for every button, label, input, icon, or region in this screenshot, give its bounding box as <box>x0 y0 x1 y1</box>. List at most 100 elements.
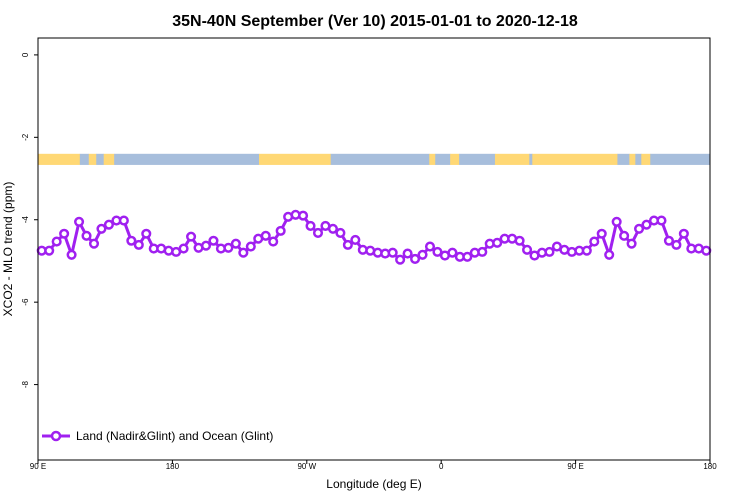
data-point <box>626 238 637 249</box>
y-axis-label: XCO2 - MLO trend (ppm) <box>1 182 15 317</box>
data-point <box>641 219 652 230</box>
band-segment-land <box>103 153 115 165</box>
x-tick-label: 180 <box>703 462 717 471</box>
legend-label: Land (Nadir&Glint) and Ocean (Glint) <box>76 429 273 443</box>
data-point <box>410 253 421 264</box>
data-point <box>544 246 555 257</box>
data-point <box>81 230 92 241</box>
data-point <box>44 245 55 256</box>
y-tick-label: -6 <box>21 298 30 306</box>
series-layer <box>36 209 712 265</box>
data-point <box>424 241 436 252</box>
data-point <box>402 248 413 259</box>
band-segment-ocean <box>459 153 496 165</box>
data-point <box>298 210 309 221</box>
data-point <box>126 235 137 246</box>
data-point <box>88 238 100 249</box>
data-point <box>492 237 503 248</box>
band-segment-land <box>259 153 331 165</box>
x-tick-label: 90 W <box>297 462 316 471</box>
data-point <box>51 236 62 247</box>
y-tick-label: -2 <box>21 133 30 141</box>
data-point <box>141 228 152 239</box>
legend: Land (Nadir&Glint) and Ocean (Glint) <box>42 429 273 443</box>
data-point <box>604 249 615 260</box>
data-point <box>522 244 533 255</box>
data-point <box>656 215 667 226</box>
data-point <box>589 236 600 247</box>
data-point <box>208 235 219 246</box>
data-point <box>395 254 406 265</box>
data-point <box>634 223 645 234</box>
data-point <box>66 249 77 260</box>
data-point <box>462 251 473 262</box>
data-point <box>133 239 144 250</box>
y-axis: 0 -2 -4 -6 -8 <box>21 52 38 388</box>
band-segment-land <box>629 153 636 165</box>
data-point <box>678 228 689 239</box>
band-segment-land <box>532 153 618 165</box>
data-point <box>223 242 234 253</box>
data-point <box>178 243 189 254</box>
data-point <box>701 245 712 256</box>
y-tick-label: 0 <box>21 52 30 57</box>
data-point <box>245 241 256 252</box>
band-segment-ocean <box>529 153 533 165</box>
band-segment-land <box>641 153 651 165</box>
data-point <box>200 240 212 251</box>
y-tick-label: -8 <box>21 380 30 388</box>
band-segment-ocean <box>114 153 260 165</box>
data-point <box>619 230 630 241</box>
data-point <box>275 225 286 236</box>
data-point <box>335 227 346 238</box>
data-point <box>268 236 279 247</box>
data-point <box>417 249 428 260</box>
band-segment-land <box>450 153 460 165</box>
data-point <box>350 234 361 245</box>
legend-marker-swatch <box>50 430 62 442</box>
data-point <box>581 245 592 256</box>
data-point <box>74 216 85 227</box>
data-point <box>186 231 197 242</box>
band-segment-ocean <box>650 153 711 165</box>
data-point <box>260 230 271 241</box>
data-point <box>611 216 622 227</box>
x-tick-label: 0 <box>439 462 444 471</box>
band-segment-land <box>88 153 97 165</box>
surface-type-band <box>38 153 711 165</box>
data-point <box>238 247 249 258</box>
data-point <box>327 223 338 234</box>
data-point <box>96 223 107 234</box>
data-point <box>671 239 682 250</box>
band-segment-land <box>429 153 436 165</box>
data-point <box>477 246 488 257</box>
x-axis: 90 E 180 90 W 0 90 E 180 <box>30 460 717 471</box>
data-point <box>663 235 674 246</box>
x-tick-label: 90 E <box>30 462 46 471</box>
data-point <box>305 220 316 231</box>
band-segment-ocean <box>617 153 630 165</box>
data-point <box>312 227 324 238</box>
x-tick-label: 180 <box>166 462 180 471</box>
data-point <box>514 235 525 246</box>
x-axis-label: Longitude (deg E) <box>326 477 421 491</box>
data-point <box>342 239 353 250</box>
data-point <box>230 238 241 249</box>
chart-title: 35N-40N September (Ver 10) 2015-01-01 to… <box>172 13 578 30</box>
band-segment-land <box>494 153 530 165</box>
band-segment-ocean <box>79 153 90 165</box>
data-point <box>59 228 70 239</box>
y-tick-label: -4 <box>21 216 30 224</box>
band-segment-ocean <box>96 153 105 165</box>
band-segment-ocean <box>635 153 642 165</box>
data-point <box>387 247 398 258</box>
band-segment-land <box>38 153 81 165</box>
band-segment-ocean <box>435 153 451 165</box>
data-point <box>432 246 443 257</box>
x-tick-label: 90 E <box>567 462 583 471</box>
data-point <box>103 219 114 230</box>
data-point <box>118 215 129 226</box>
band-segment-ocean <box>330 153 430 165</box>
data-point <box>596 228 607 239</box>
